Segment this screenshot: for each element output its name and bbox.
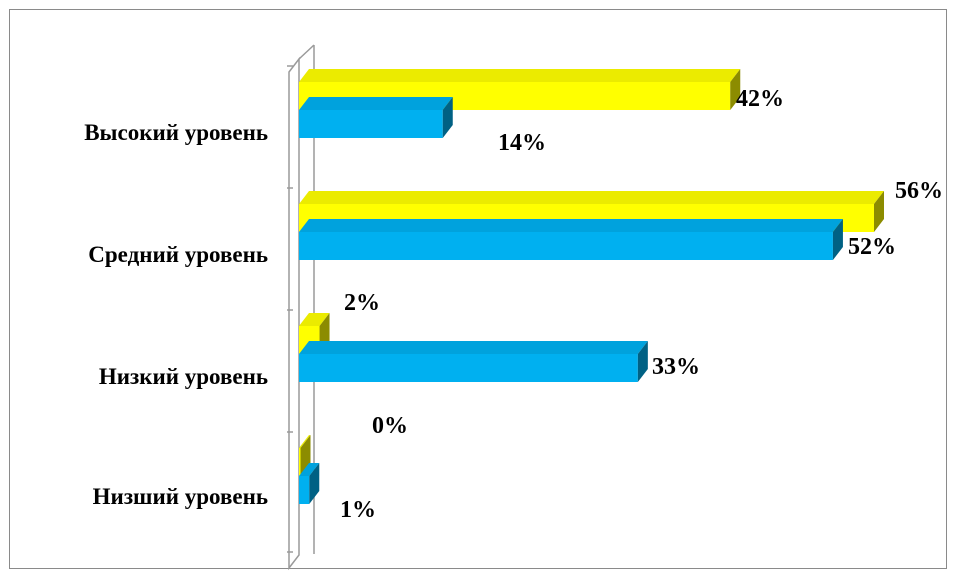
- data-label: 2%: [344, 290, 380, 316]
- labels-layer: Высокий уровень Средний уровень Низкий уро…: [84, 86, 943, 523]
- data-label: 52%: [848, 234, 896, 260]
- blue-bar-top: [299, 463, 320, 476]
- blue-bar-front: [299, 476, 310, 504]
- blue-bar-side: [442, 97, 453, 138]
- blue-bar-side: [637, 341, 648, 382]
- yellow-bar-top: [299, 313, 330, 326]
- category-label: Высокий уровень: [84, 120, 268, 145]
- category-axis-wall: [288, 56, 300, 571]
- blue-bar-top: [299, 97, 453, 110]
- data-label: 56%: [895, 178, 943, 204]
- blue-bar-side: [832, 219, 843, 260]
- yellow-bar-side: [874, 191, 884, 232]
- blue-bar-front: [299, 354, 638, 382]
- yellow-bar-front: [299, 448, 301, 476]
- blue-bar-top: [299, 341, 648, 354]
- yellow-bar-top: [299, 435, 311, 448]
- bars-layer: [299, 69, 884, 504]
- data-label: 14%: [498, 130, 546, 156]
- yellow-bar-top: [299, 191, 884, 204]
- data-label: 42%: [736, 86, 784, 112]
- blue-bar: [299, 463, 320, 504]
- data-label: 33%: [652, 354, 700, 380]
- blue-bar-front: [299, 232, 833, 260]
- blue-bar-side: [309, 463, 320, 504]
- blue-bar: [299, 341, 648, 382]
- category-label: Низший уровень: [93, 484, 268, 509]
- data-label: 0%: [372, 413, 408, 439]
- category-axis-top-edge: [298, 44, 315, 60]
- data-label: 1%: [340, 497, 376, 523]
- blue-bar: [299, 97, 453, 138]
- blue-bar: [299, 219, 843, 260]
- category-label: Средний уровень: [88, 242, 268, 267]
- category-label: Низкий уровень: [99, 364, 268, 389]
- blue-bar-top: [299, 219, 843, 232]
- yellow-bar-top: [299, 69, 741, 82]
- yellow-bar-side: [730, 69, 741, 110]
- blue-bar-front: [299, 110, 443, 138]
